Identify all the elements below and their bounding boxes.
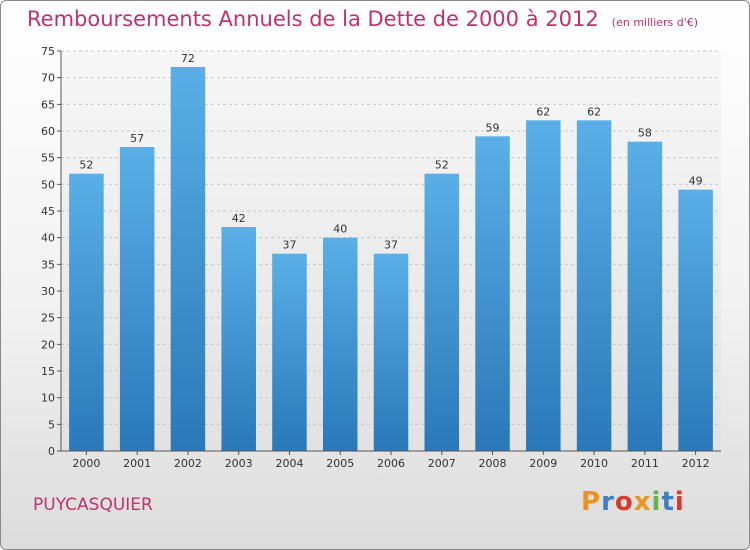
y-tick-label: 5 <box>48 418 55 431</box>
bar-2011 <box>627 141 663 451</box>
x-tick-label: 2010 <box>580 457 608 470</box>
value-label: 52 <box>79 159 93 172</box>
logo-letter: r <box>601 487 615 517</box>
value-label: 57 <box>130 132 144 145</box>
commune-name: PUYCASQUIER <box>33 495 153 515</box>
y-tick-label: 20 <box>41 338 55 351</box>
bar-2006 <box>373 253 409 451</box>
y-tick-label: 45 <box>41 205 55 218</box>
logo-letter: o <box>614 487 634 517</box>
logo-letter: P <box>581 487 602 517</box>
y-tick-label: 50 <box>41 178 55 191</box>
value-label: 49 <box>689 175 703 188</box>
y-tick-label: 75 <box>41 45 55 58</box>
value-label: 40 <box>333 223 347 236</box>
y-tick-label: 40 <box>41 232 55 245</box>
bar-2008 <box>475 136 510 452</box>
y-tick-label: 30 <box>41 285 55 298</box>
x-tick-label: 2003 <box>225 457 253 470</box>
chart-title-row: Remboursements Annuels de la Dette de 20… <box>27 7 698 31</box>
proxiti-logo: Proxiti <box>581 487 685 517</box>
value-label: 72 <box>181 52 195 65</box>
y-tick-label: 25 <box>41 312 55 325</box>
x-tick-label: 2012 <box>682 457 710 470</box>
logo-letter: t <box>661 487 675 517</box>
y-tick-label: 55 <box>41 152 55 165</box>
y-tick-label: 70 <box>41 72 55 85</box>
value-label: 52 <box>435 159 449 172</box>
x-tick-label: 2011 <box>631 457 659 470</box>
x-tick-label: 2001 <box>123 457 151 470</box>
logo-letter: i <box>674 487 685 517</box>
bar-2003 <box>221 227 256 451</box>
bar-2002 <box>170 67 206 451</box>
x-tick-label: 2002 <box>174 457 202 470</box>
value-label: 37 <box>384 239 398 252</box>
value-label: 59 <box>486 121 500 134</box>
x-tick-label: 2008 <box>479 457 507 470</box>
x-tick-label: 2004 <box>275 457 303 470</box>
y-tick-label: 15 <box>41 365 55 378</box>
bar-2000 <box>69 173 104 451</box>
bar-2009 <box>526 120 561 451</box>
x-tick-label: 2005 <box>326 457 354 470</box>
value-label: 62 <box>587 105 601 118</box>
value-label: 58 <box>638 127 652 140</box>
value-label: 42 <box>232 212 246 225</box>
bar-2001 <box>119 147 155 451</box>
value-label: 62 <box>536 105 550 118</box>
chart-unit: (en milliers d'€) <box>611 16 699 29</box>
y-tick-label: 0 <box>48 445 55 458</box>
bar-2005 <box>322 237 358 451</box>
x-tick-label: 2009 <box>529 457 557 470</box>
y-tick-label: 60 <box>41 125 55 138</box>
logo-letter: i <box>651 487 662 517</box>
bar-2004 <box>272 253 307 451</box>
y-tick-label: 35 <box>41 258 55 271</box>
chart-title: Remboursements Annuels de la Dette de 20… <box>27 7 599 31</box>
logo-letter: x <box>633 487 652 517</box>
bar-2007 <box>424 173 460 451</box>
y-tick-label: 65 <box>41 98 55 111</box>
bar-2012 <box>678 189 713 451</box>
bar-2010 <box>576 120 612 451</box>
x-tick-label: 2000 <box>72 457 100 470</box>
y-tick-label: 10 <box>41 392 55 405</box>
x-tick-label: 2007 <box>428 457 456 470</box>
x-tick-label: 2006 <box>377 457 405 470</box>
value-label: 37 <box>282 239 296 252</box>
